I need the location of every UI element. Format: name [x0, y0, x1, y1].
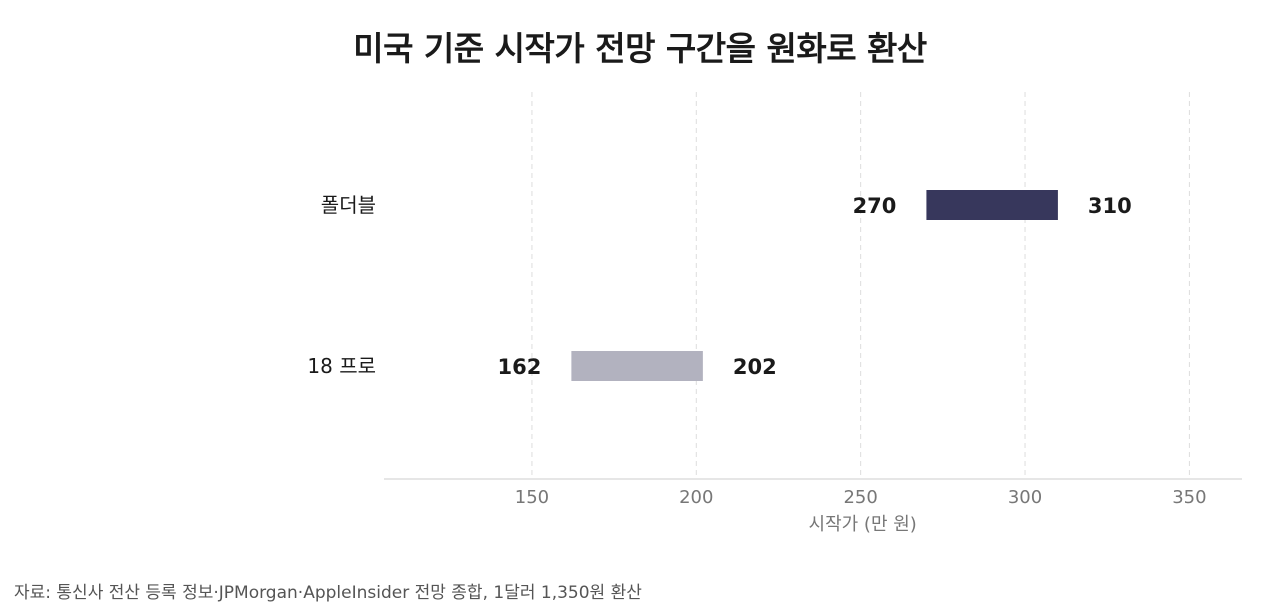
- x-axis-title: 시작가 (만 원): [809, 514, 917, 535]
- x-tick-label: 350: [1172, 487, 1206, 508]
- range-low-label: 162: [498, 355, 542, 379]
- range-bar: [571, 351, 703, 381]
- category-label: 18 프로: [307, 354, 376, 378]
- range-high-label: 310: [1088, 194, 1132, 218]
- x-tick-label: 200: [679, 487, 713, 508]
- source-note: 자료: 통신사 전산 등록 정보·JPMorgan·AppleInsider 전…: [14, 583, 642, 603]
- chart-title: 미국 기준 시작가 전망 구간을 원화로 환산: [353, 29, 927, 68]
- range-high-label: 202: [733, 355, 777, 379]
- range-bar-chart: 150 200 250 300 350 시작가 (만 원) 폴더블 270 310 18 프로 16…: [307, 92, 1242, 535]
- range-bar: [926, 190, 1058, 220]
- x-tick-label: 250: [843, 487, 877, 508]
- x-tick-label: 150: [515, 487, 549, 508]
- range-low-label: 270: [853, 194, 897, 218]
- x-tick-label: 300: [1008, 487, 1042, 508]
- category-label: 폴더블: [321, 193, 376, 217]
